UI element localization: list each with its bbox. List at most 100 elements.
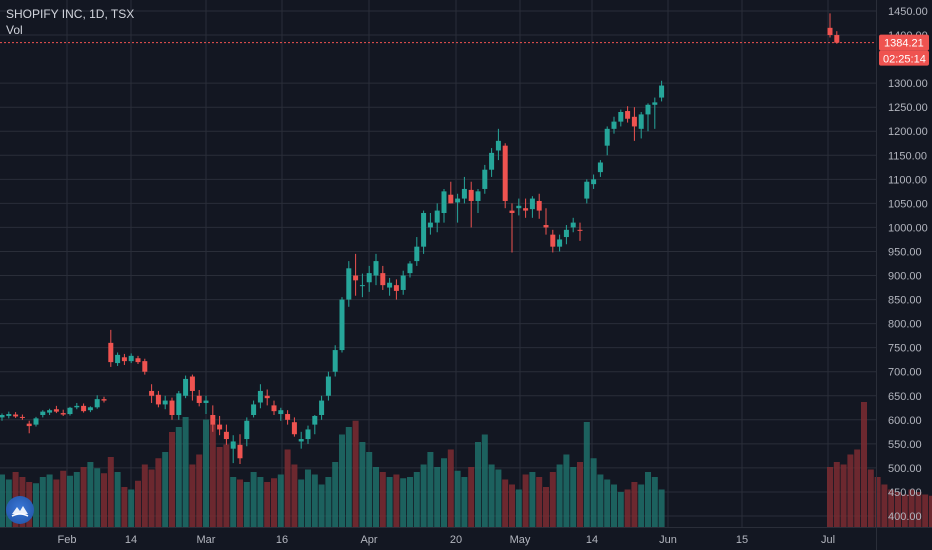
volume-bar xyxy=(33,483,39,527)
volume-bar xyxy=(447,449,454,527)
candle-body xyxy=(834,35,840,43)
price-tick-label: 850.00 xyxy=(888,295,922,307)
volume-bar xyxy=(645,472,651,527)
volume-bar xyxy=(373,467,379,527)
volume-bar xyxy=(847,454,854,527)
volume-bar xyxy=(345,427,352,527)
last-price-badge xyxy=(879,34,929,51)
volume-bar xyxy=(604,479,611,527)
price-tick-label: 1250.00 xyxy=(888,102,928,114)
volume-bar xyxy=(570,467,577,527)
candle-body xyxy=(475,191,481,201)
volume-bar xyxy=(271,478,277,527)
volume-bar xyxy=(915,492,922,527)
candle-body xyxy=(285,414,291,420)
candle-body xyxy=(400,275,406,290)
candle-body xyxy=(47,410,53,413)
candle-body xyxy=(529,198,535,210)
last-price-marker: 1384.21 02:25:14 xyxy=(0,34,929,66)
candle-body xyxy=(659,85,665,98)
candle-body xyxy=(393,285,399,291)
time-tick-label: Jul xyxy=(821,534,835,546)
candle-body xyxy=(495,140,501,151)
volume-bar xyxy=(73,472,80,527)
volume-bar xyxy=(196,454,203,527)
candle-body xyxy=(346,268,352,300)
candle-body xyxy=(33,418,39,425)
volume-bar xyxy=(400,478,407,527)
volume-bar xyxy=(468,467,475,527)
volume-bar xyxy=(332,462,339,527)
volume-bar xyxy=(311,474,318,527)
candle-body xyxy=(13,414,19,417)
volume-bar xyxy=(305,469,311,527)
candle-body xyxy=(509,210,515,213)
volume-bar xyxy=(536,477,543,527)
candle-body xyxy=(523,208,529,211)
price-axis[interactable]: 1450.001400.001300.001250.001200.001150.… xyxy=(876,0,928,550)
volume-bar xyxy=(509,484,515,527)
price-tick-label: 1150.00 xyxy=(888,150,927,162)
candle-body xyxy=(455,198,461,203)
volume-bar xyxy=(182,417,189,527)
candle-body xyxy=(550,234,556,247)
candle-body xyxy=(489,152,495,170)
tradingview-logo-icon[interactable] xyxy=(6,496,34,524)
price-tick-label: 1450.00 xyxy=(888,6,928,18)
volume-bar xyxy=(651,477,658,527)
volume-bar xyxy=(141,464,148,527)
volume-bar xyxy=(250,472,257,527)
volume-bars xyxy=(0,402,932,527)
candle-body xyxy=(217,424,223,430)
volume-bar xyxy=(352,420,359,527)
volume-bar xyxy=(922,494,929,527)
candle-body xyxy=(421,213,427,247)
candle-body xyxy=(827,27,833,36)
candle-body xyxy=(387,282,393,288)
volume-bar xyxy=(94,468,101,527)
candle-body xyxy=(427,222,433,228)
volume-bar xyxy=(881,484,888,527)
candle-body xyxy=(652,102,658,105)
volume-bar xyxy=(549,472,556,527)
candle-body xyxy=(237,444,243,459)
volume-bar xyxy=(107,457,114,527)
time-tick-label: 15 xyxy=(736,534,748,546)
volume-bar xyxy=(908,489,915,527)
price-tick-label: 950.00 xyxy=(888,246,922,258)
volume-bar xyxy=(189,464,196,527)
time-axis[interactable]: Feb 14 Mar 16 Apr 20 May 14 Jun 15 Jul xyxy=(0,527,932,547)
candle-body xyxy=(305,429,311,440)
last-price-value: 1384.21 xyxy=(884,38,924,50)
candle-body xyxy=(448,194,454,204)
volume-bar xyxy=(929,495,932,527)
volume-bar xyxy=(162,452,169,527)
volume-bar xyxy=(631,482,638,527)
volume-bar xyxy=(597,474,604,527)
candle-body xyxy=(271,405,277,412)
volume-bar xyxy=(556,464,563,527)
volume-bar xyxy=(366,452,373,527)
volume-bar xyxy=(461,477,468,527)
volume-bar xyxy=(441,458,447,527)
candle-body xyxy=(264,395,270,399)
volume-bar xyxy=(867,469,874,527)
candle-body xyxy=(543,225,549,228)
candle-body xyxy=(81,405,87,412)
candle-body xyxy=(502,145,508,201)
candle-body xyxy=(414,246,420,262)
volume-bar xyxy=(861,402,867,527)
volume-bar xyxy=(495,469,502,527)
price-tick-label: 500.00 xyxy=(888,463,922,475)
volume-bar xyxy=(264,482,271,527)
volume-bar xyxy=(46,474,53,527)
candle-body xyxy=(373,261,379,276)
candle-body xyxy=(434,210,440,223)
time-tick-label: Mar xyxy=(197,534,216,546)
symbol-title[interactable]: SHOPIFY INC, 1D, TSX xyxy=(6,7,135,21)
volume-bar xyxy=(624,489,631,527)
volume-label[interactable]: Vol xyxy=(6,23,23,37)
candle-body xyxy=(60,413,66,415)
volume-bar xyxy=(590,458,597,527)
